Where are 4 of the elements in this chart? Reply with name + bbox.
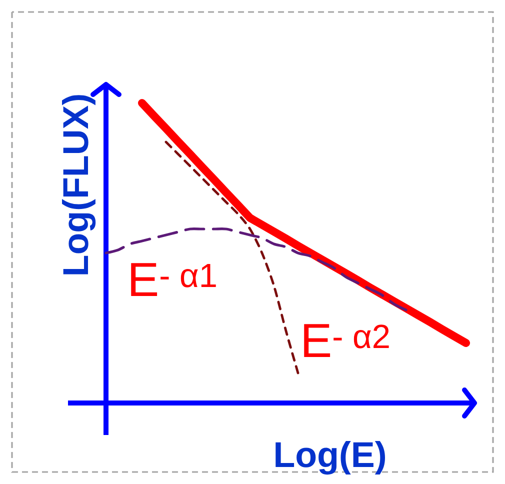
x-axis-title: Log(E) — [276, 441, 385, 475]
y-axis-title: Log(FLUX) — [62, 95, 96, 274]
annotation: E$^{- α2}$ — [304, 324, 389, 357]
annotation: E$^{- α1}$ — [131, 263, 216, 296]
